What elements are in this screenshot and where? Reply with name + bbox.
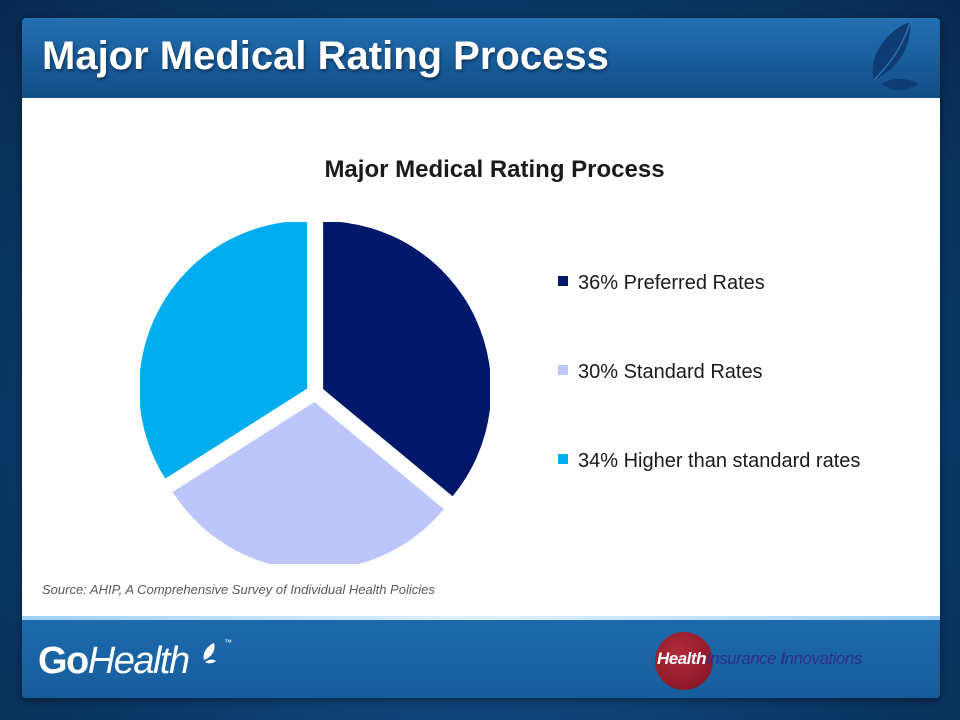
- pie-slice-1: [323, 222, 490, 497]
- partner-wordmark: HealthInsurance Innovations: [657, 649, 862, 669]
- gohealth-go: Go: [38, 640, 89, 682]
- pie-slice-2: [172, 401, 444, 564]
- legend-label: 30% Standard Rates: [578, 361, 763, 383]
- pie-slice-3: [140, 222, 308, 479]
- slide-panel: Major Medical Rating Process Major Medic…: [22, 18, 940, 698]
- header-band: Major Medical Rating Process: [22, 18, 940, 98]
- health-insurance-innovations-logo: HealthInsurance Innovations: [654, 632, 894, 690]
- pie-chart: [140, 222, 490, 564]
- legend-label: 36% Preferred Rates: [578, 272, 765, 294]
- footer-divider: [22, 616, 940, 620]
- legend-label: 34% Higher than standard rates: [578, 450, 861, 472]
- slide-content: Major Medical Rating Process 36% Preferr…: [22, 98, 940, 616]
- partner-nnovations: nnovations: [784, 649, 863, 668]
- chart-title: Major Medical Rating Process: [324, 156, 665, 183]
- trademark-symbol: ™: [224, 638, 232, 647]
- slide-title: Major Medical Rating Process: [42, 34, 609, 78]
- partner-i: I: [780, 649, 785, 668]
- legend-swatch: [558, 276, 568, 286]
- gohealth-health: Health: [87, 640, 190, 682]
- footer-band: GoHealth ™ HealthInsurance Innovations: [22, 620, 940, 698]
- partner-health: Health: [657, 649, 706, 668]
- legend-swatch: [558, 365, 568, 375]
- source-note: Source: AHIP, A Comprehensive Survey of …: [42, 582, 435, 597]
- leaf-icon: [203, 643, 216, 664]
- gohealth-logo: GoHealth ™: [38, 636, 232, 686]
- legend-swatch: [558, 454, 568, 464]
- partner-insurance: Insurance: [705, 649, 781, 668]
- leaf-icon: [872, 21, 918, 90]
- logo-circle: [655, 632, 713, 690]
- gohealth-wordmark: GoHealth: [38, 636, 190, 686]
